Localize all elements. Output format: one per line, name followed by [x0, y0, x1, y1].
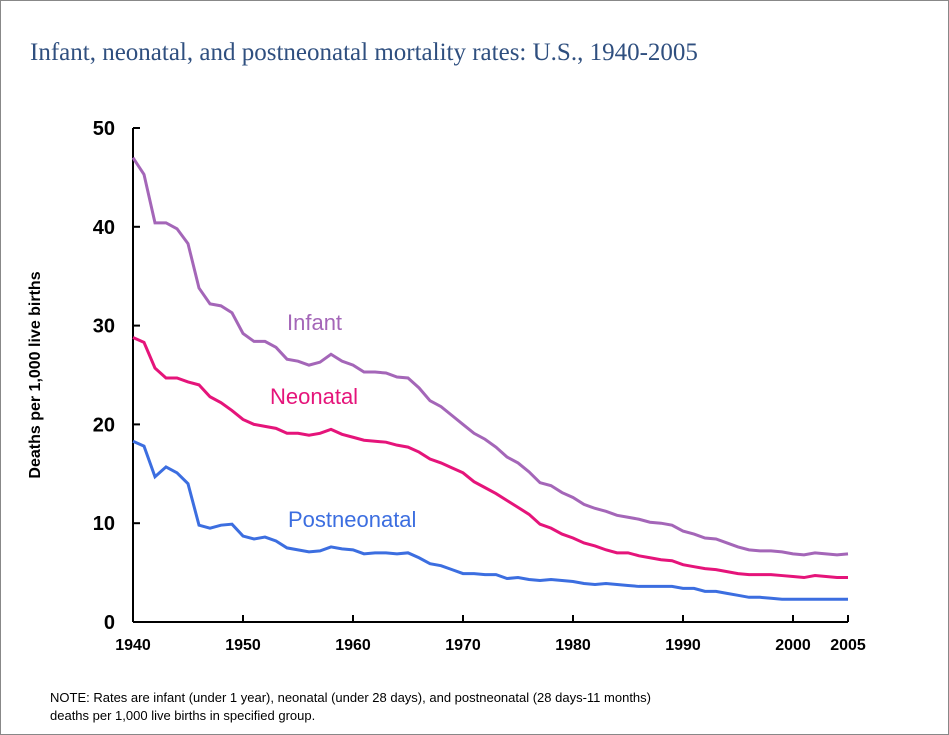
- x-tick-label: 1990: [665, 637, 701, 654]
- x-tick-label: 2000: [775, 637, 811, 654]
- series-label: Infant: [287, 310, 342, 335]
- y-axis-label: Deaths per 1,000 live births: [27, 271, 44, 478]
- x-tick-label: 2005: [830, 637, 866, 654]
- x-tick-label: 1940: [115, 637, 151, 654]
- y-tick-label: 40: [93, 217, 115, 239]
- note: deaths per 1,000 live births in specifie…: [50, 708, 315, 723]
- series-line: [132, 439, 848, 601]
- x-tick-label: 1970: [445, 637, 481, 654]
- x-tick-label: 1950: [225, 637, 261, 654]
- y-tick-label: 30: [93, 316, 115, 338]
- series-line: [132, 336, 848, 580]
- y-tick-label: 0: [104, 612, 115, 634]
- series-label: Postneonatal: [288, 507, 416, 532]
- note: NOTE: Rates are infant (under 1 year), n…: [50, 690, 651, 705]
- chart-title: Infant, neonatal, and postneonatal morta…: [30, 39, 698, 66]
- series-line: [131, 156, 849, 557]
- x-tick-label: 1980: [555, 637, 591, 654]
- series-label: Neonatal: [270, 384, 358, 409]
- x-tick-label: 1960: [335, 637, 371, 654]
- y-tick-label: 50: [93, 118, 115, 140]
- y-tick-label: 10: [93, 513, 115, 535]
- y-tick-label: 20: [93, 414, 115, 436]
